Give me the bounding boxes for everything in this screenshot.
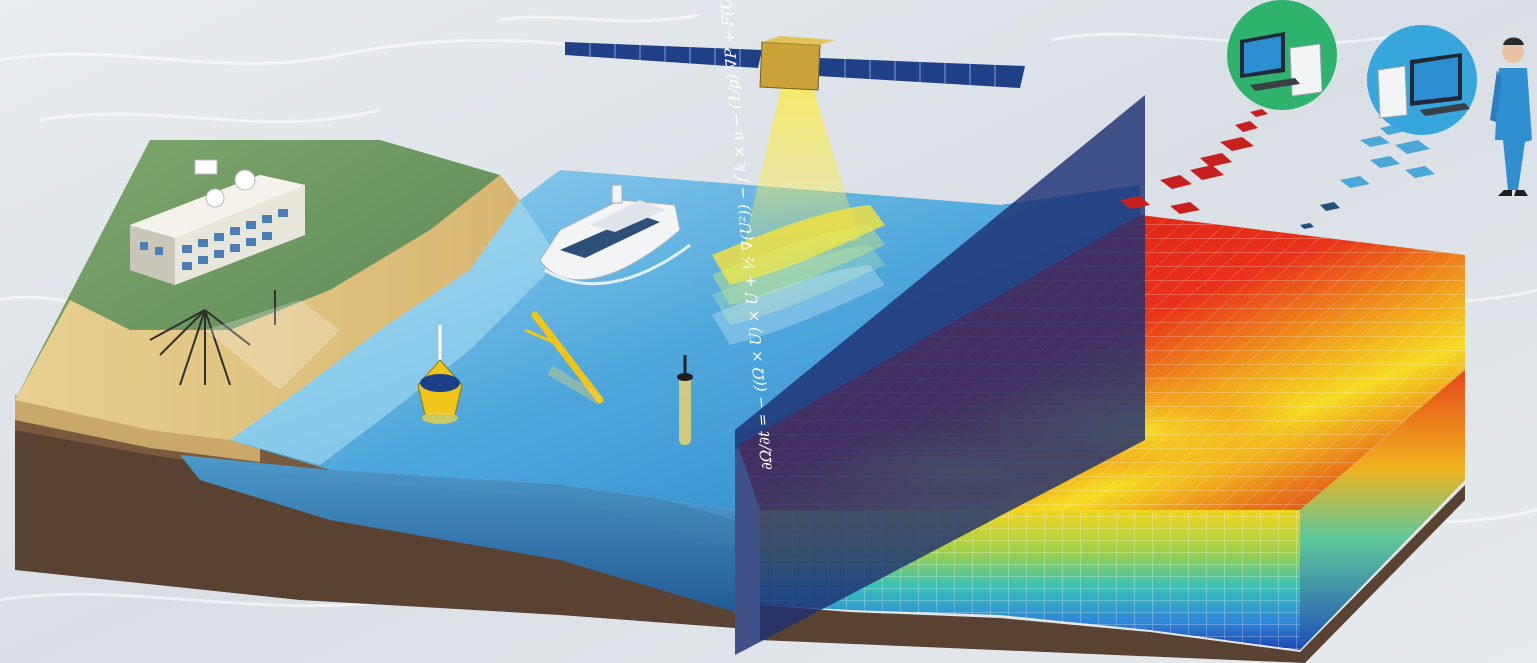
satellite-dish-icon-2 (205, 188, 225, 208)
computer-icon-2 (1367, 25, 1477, 135)
computer-icon (1227, 0, 1337, 110)
scientist-icon (1490, 37, 1532, 196)
data-packets-red (1120, 109, 1268, 214)
buoy-icon (417, 325, 463, 424)
shallow-water-tint (230, 200, 560, 465)
data-packets-blue (1300, 124, 1435, 229)
beach-sand-surface (15, 175, 520, 440)
sonar-fan (205, 300, 340, 390)
research-station-icon (130, 159, 305, 285)
model-side-face (1300, 370, 1465, 650)
research-vessel-icon (539, 184, 691, 286)
satellite-dish-icon (234, 169, 256, 191)
sea-surface (230, 170, 1140, 510)
seabed-station-icon (149, 290, 276, 386)
model-seabed (760, 485, 1465, 663)
water-column-cross-section (180, 455, 735, 612)
glider-icon (524, 311, 604, 405)
remote-sensing-footprint (712, 205, 885, 345)
satellite-icon (565, 36, 1025, 91)
profiling-float-icon (677, 355, 693, 445)
